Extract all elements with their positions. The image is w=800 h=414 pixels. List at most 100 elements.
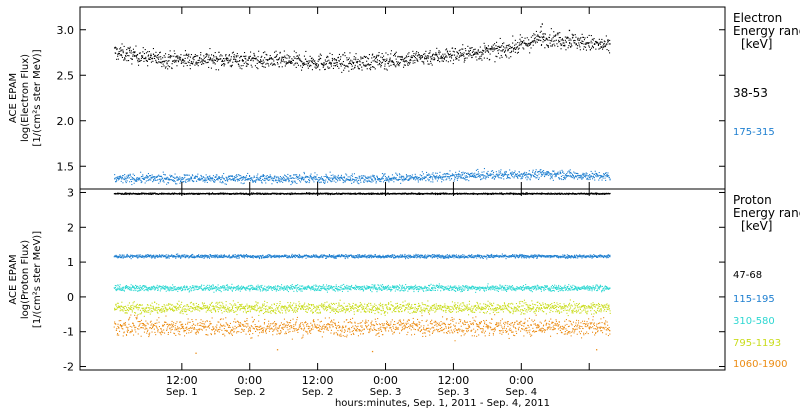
data-point [528,46,529,47]
data-point [227,58,228,59]
data-point [515,52,516,53]
data-point [245,58,246,59]
data-point [137,258,138,259]
data-point [167,257,168,258]
data-point [476,53,477,54]
data-point [143,257,144,258]
data-point [213,61,214,62]
data-point [457,178,458,179]
data-point [206,178,207,179]
data-point [607,172,608,173]
data-point [185,175,186,176]
data-point [121,54,122,55]
data-point [557,34,558,35]
data-point [533,33,534,34]
data-point [575,37,576,38]
data-point [486,48,487,49]
data-point [287,54,288,55]
y-tick-label: 2.0 [57,115,75,128]
data-point [577,45,578,46]
data-point [162,57,163,58]
data-point [327,178,328,179]
data-point [417,60,418,61]
data-point [565,174,566,175]
data-point [185,58,186,59]
data-point [144,179,145,180]
data-point [173,60,174,61]
data-point [214,182,215,183]
data-point [433,54,434,55]
data-point [295,181,296,182]
data-point [191,61,192,62]
data-point [565,175,566,176]
data-point [573,35,574,36]
data-point [393,62,394,63]
data-point [483,50,484,51]
data-point [133,54,134,55]
data-point [517,173,518,174]
data-point [325,194,326,195]
data-point [253,60,254,61]
data-point [396,174,397,175]
data-point [599,43,600,44]
data-point [244,183,245,184]
data-point [476,59,477,60]
data-point [398,56,399,57]
data-point [332,59,333,60]
data-point [271,183,272,184]
data-point [480,58,481,59]
data-point [387,178,388,179]
data-point [135,51,136,52]
data-point [166,66,167,67]
data-point [601,39,602,40]
data-point [420,55,421,56]
data-point [497,50,498,51]
data-point [141,58,142,59]
data-point [131,50,132,51]
data-point [195,257,196,258]
data-point [255,180,256,181]
data-point [534,176,535,177]
data-point [367,58,368,59]
data-point [610,43,611,44]
data-point [318,177,319,178]
data-point [170,179,171,180]
data-point [327,176,328,177]
data-point [484,45,485,46]
data-point [243,177,244,178]
data-point [460,177,461,178]
data-point [315,62,316,63]
data-point [216,58,217,59]
data-point [244,56,245,57]
data-point [457,56,458,57]
data-point [136,181,137,182]
data-point [377,59,378,60]
data-point [234,176,235,177]
data-point [370,181,371,182]
data-point [342,178,343,179]
data-point [454,55,455,56]
data-point [250,56,251,57]
data-point [230,65,231,66]
data-point [212,59,213,60]
data-point [530,179,531,180]
data-point [520,34,521,35]
data-point [414,62,415,63]
data-point [129,177,130,178]
data-point [500,169,501,170]
data-point [569,43,570,44]
data-point [332,181,333,182]
data-point [156,57,157,58]
data-point [592,173,593,174]
data-point [176,60,177,61]
data-point [379,178,380,179]
data-point [255,65,256,66]
data-point [201,58,202,59]
data-point [327,61,328,62]
data-point [138,65,139,66]
data-point [204,180,205,181]
data-point [270,55,271,56]
data-point [449,178,450,179]
data-point [413,53,414,54]
data-point [500,46,501,47]
